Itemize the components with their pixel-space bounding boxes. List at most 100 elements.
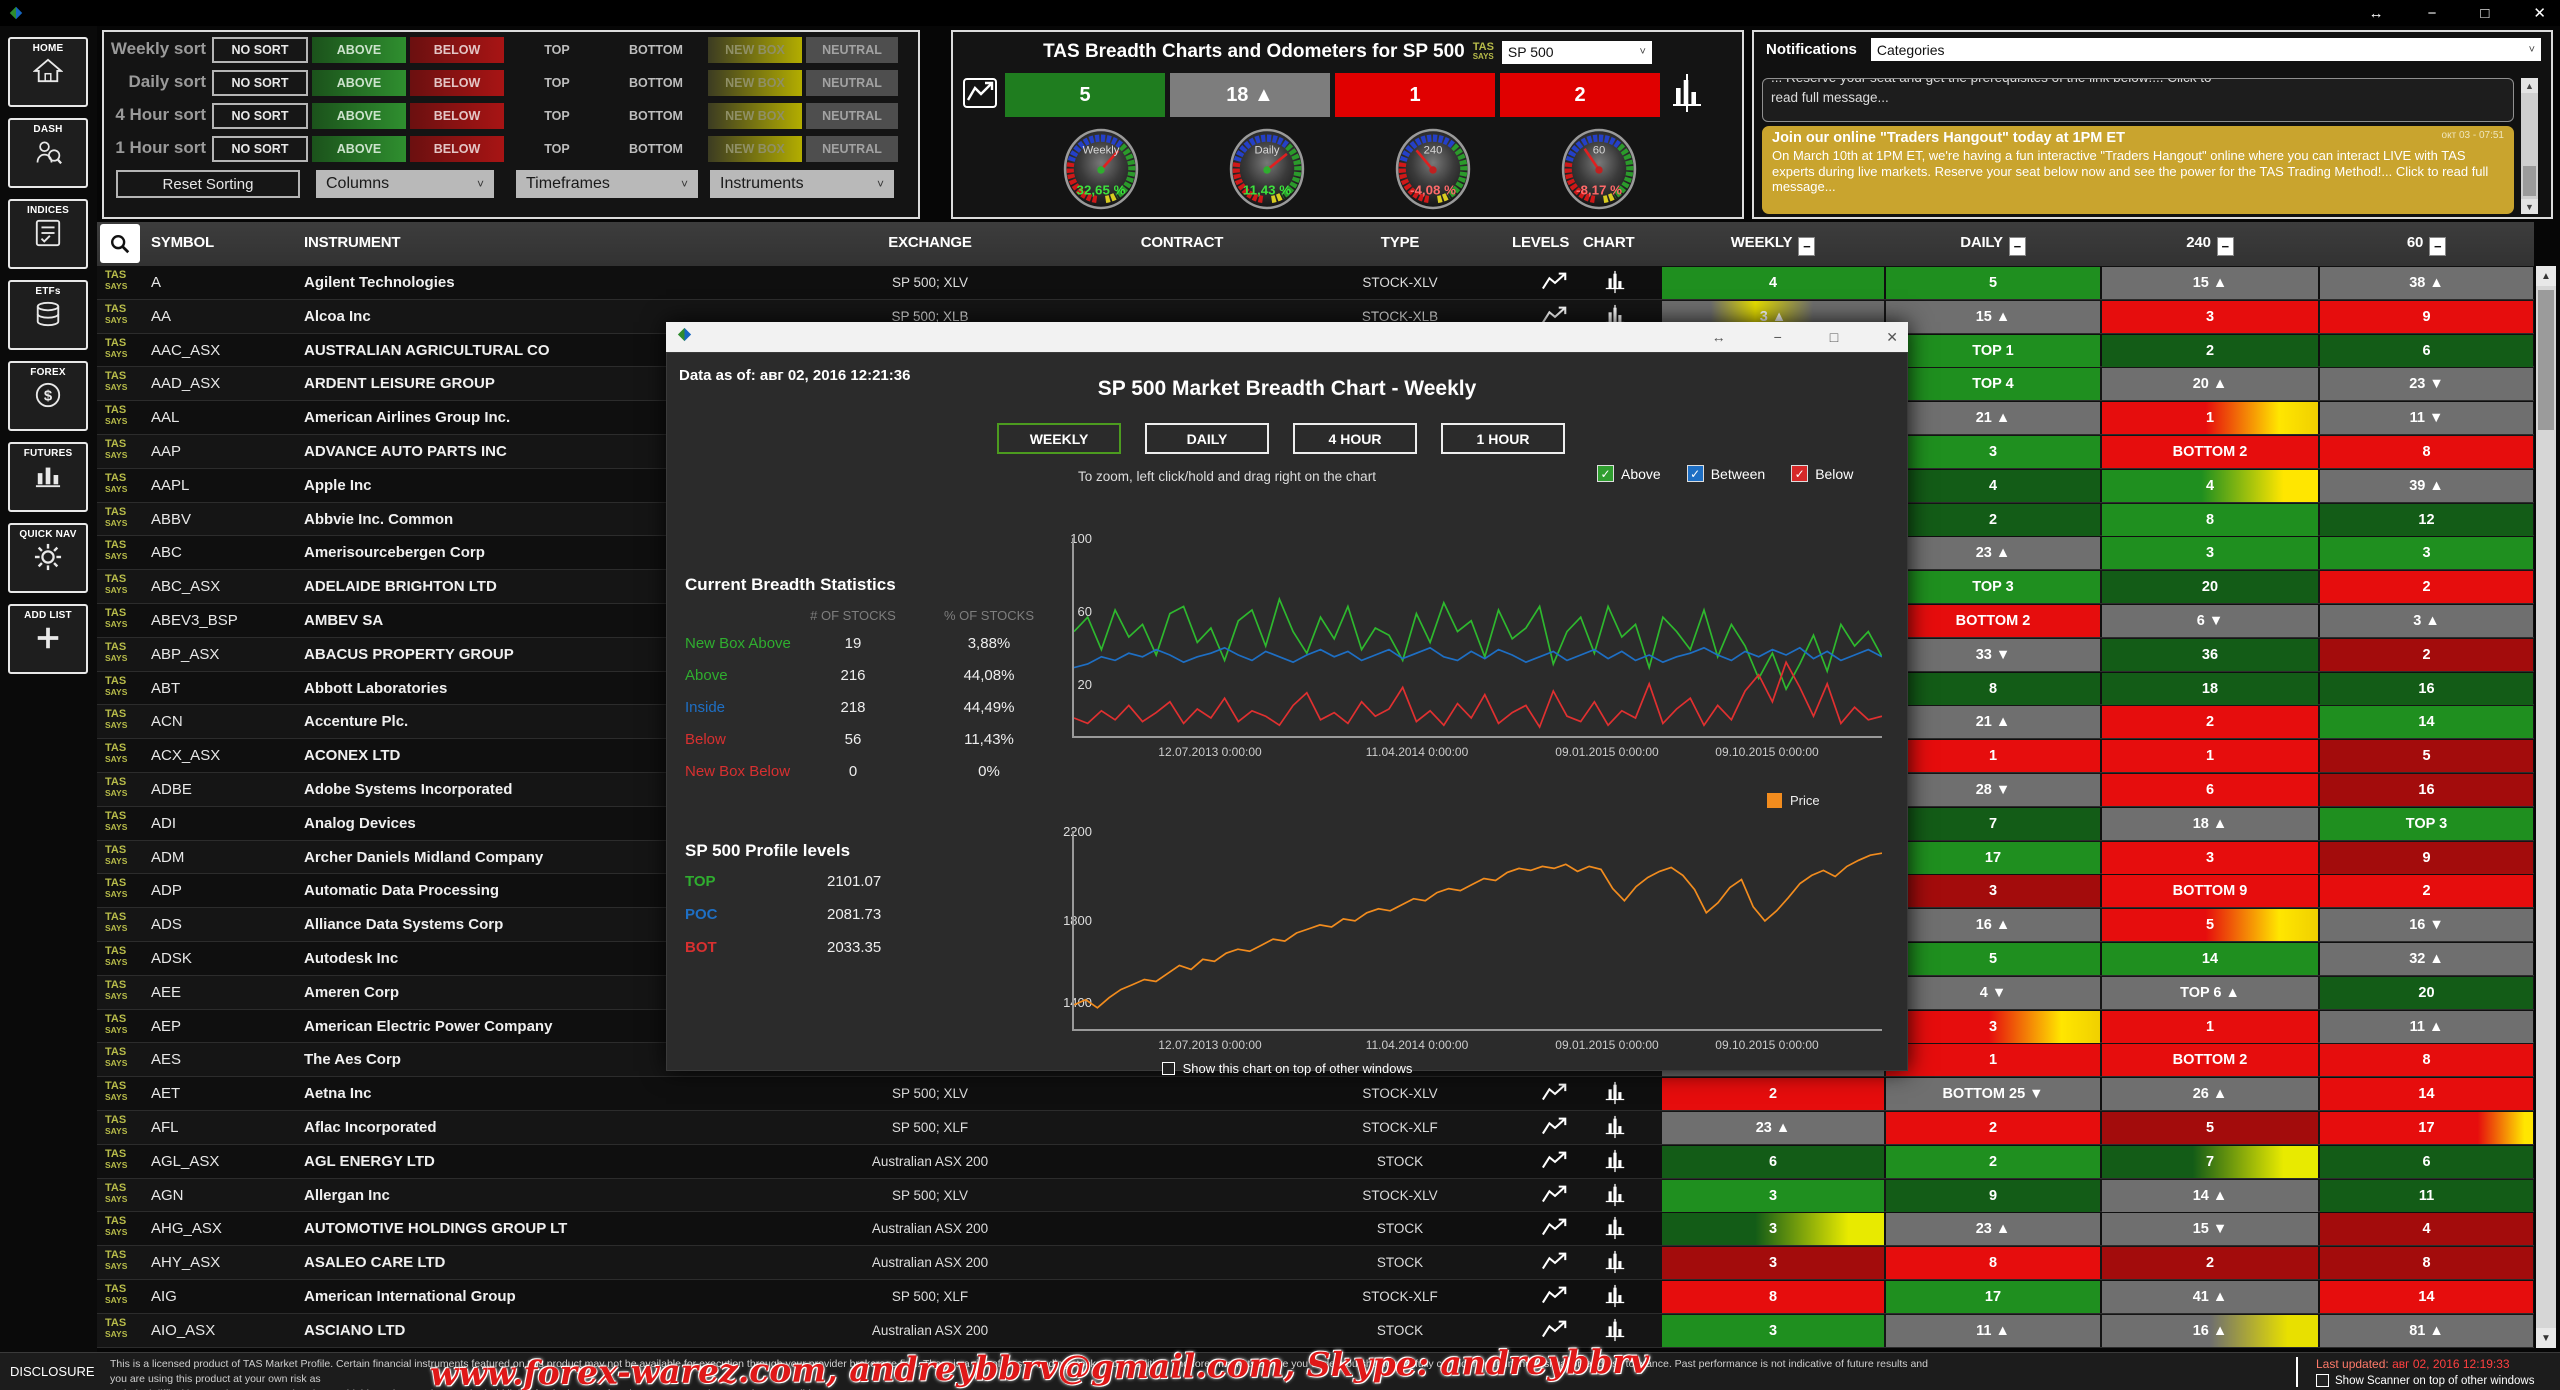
bottom-sort-button[interactable]: BOTTOM xyxy=(629,43,683,57)
240-cell[interactable]: 15 ▲ xyxy=(2102,267,2318,299)
header-contract[interactable]: CONTRACT xyxy=(1140,234,1224,251)
240-cell[interactable]: 16 ▲ xyxy=(2102,1314,2318,1347)
breadth-count-bar[interactable]: 2 xyxy=(1500,73,1660,117)
scroll-down-icon[interactable]: ▼ xyxy=(2521,199,2538,214)
top-sort-button[interactable]: TOP xyxy=(544,142,570,156)
60-cell[interactable]: 16 xyxy=(2320,672,2533,705)
sidebar-item[interactable]: QUICK NAV xyxy=(8,523,88,593)
weekly-cell[interactable]: 3 xyxy=(1662,1179,1884,1212)
dialog-minimize-icon[interactable]: − xyxy=(1773,328,1782,345)
daily-cell[interactable]: 23 ▲ xyxy=(1886,537,2100,570)
neutral-sort-button[interactable]: NEUTRAL xyxy=(806,70,898,96)
collapse-column-icon[interactable]: − xyxy=(2008,237,2026,256)
table-row[interactable]: TAS SAYS AHG_ASX AUTOMOTIVE HOLDINGS GROU… xyxy=(97,1212,2534,1247)
240-cell[interactable]: 6 xyxy=(2102,773,2318,806)
odometer-gauge[interactable]: Weekly 32,65 % xyxy=(1062,124,1140,218)
table-row[interactable]: TAS SAYS AGL_ASX AGL ENERGY LTD Australia… xyxy=(97,1144,2534,1179)
sidebar-item[interactable]: HOME xyxy=(8,37,88,107)
daily-cell[interactable]: 4 ▼ xyxy=(1886,976,2100,1009)
240-cell[interactable]: 1 xyxy=(2102,740,2318,773)
240-cell[interactable]: 14 ▲ xyxy=(2102,1179,2318,1212)
reset-sorting-button[interactable]: Reset Sorting xyxy=(116,170,300,198)
bar-chart-icon[interactable] xyxy=(1603,1284,1627,1313)
daily-cell[interactable]: 3 xyxy=(1886,1010,2100,1043)
240-cell[interactable]: 36 xyxy=(2102,638,2318,671)
header-levels[interactable]: LEVELS xyxy=(1512,234,1570,251)
daily-cell[interactable]: 5 xyxy=(1886,942,2100,975)
60-cell[interactable]: TOP 3 xyxy=(2320,807,2533,840)
60-cell[interactable]: 6 xyxy=(2320,1145,2533,1178)
header-chart[interactable]: CHART xyxy=(1583,234,1635,251)
breadth-count-bar[interactable]: 1 xyxy=(1335,73,1495,117)
60-cell[interactable]: 16 xyxy=(2320,773,2533,806)
table-row[interactable]: TAS SAYS AIG American International Group… xyxy=(97,1279,2534,1314)
scroll-up-icon[interactable]: ▲ xyxy=(2536,266,2556,286)
collapse-column-icon[interactable]: − xyxy=(1798,237,1816,256)
levels-chart-icon[interactable] xyxy=(1541,1216,1569,1245)
60-cell[interactable]: 16 ▼ xyxy=(2320,909,2533,942)
odometer-gauge[interactable]: 60 -8,17 % xyxy=(1560,124,1638,218)
60-cell[interactable]: 20 xyxy=(2320,976,2533,1009)
daily-cell[interactable]: 11 ▲ xyxy=(1886,1314,2100,1347)
timeframes-dropdown[interactable]: Timeframes ˅ xyxy=(516,170,698,198)
weekly-cell[interactable]: 3 xyxy=(1662,1247,1884,1280)
bar-chart-icon[interactable] xyxy=(1603,1250,1627,1279)
daily-cell[interactable]: TOP 1 xyxy=(1886,334,2100,367)
dialog-titlebar[interactable]: ↔ − □ ✕ xyxy=(666,322,1908,352)
daily-cell[interactable]: 15 ▲ xyxy=(1886,300,2100,333)
daily-cell[interactable]: 17 xyxy=(1886,841,2100,874)
bar-chart-icon[interactable] xyxy=(1603,1115,1627,1144)
levels-chart-icon[interactable] xyxy=(1541,304,1569,333)
daily-cell[interactable]: 8 xyxy=(1886,1247,2100,1280)
bar-chart-icon[interactable] xyxy=(1603,1318,1627,1347)
top-sort-button[interactable]: TOP xyxy=(544,43,570,57)
240-cell[interactable]: 26 ▲ xyxy=(2102,1078,2318,1111)
odometer-gauge[interactable]: 240 -4,08 % xyxy=(1394,124,1472,218)
60-cell[interactable]: 11 xyxy=(2320,1179,2533,1212)
breadth-count-bar[interactable]: 18 ▲ xyxy=(1170,73,1330,117)
collapse-column-icon[interactable]: − xyxy=(2216,237,2234,256)
series-checkbox[interactable]: ✓ Below xyxy=(1791,465,1853,482)
checkbox-checked-icon[interactable]: ✓ xyxy=(1597,465,1614,482)
levels-chart-icon[interactable] xyxy=(1541,1183,1569,1212)
sidebar-item[interactable]: ADD LIST xyxy=(8,604,88,674)
60-cell[interactable]: 14 xyxy=(2320,1078,2533,1111)
bottom-sort-button[interactable]: BOTTOM xyxy=(629,76,683,90)
240-cell[interactable]: 1 xyxy=(2102,402,2318,435)
daily-cell[interactable]: 3 xyxy=(1886,435,2100,468)
sidebar-item[interactable]: DASH xyxy=(8,118,88,188)
scroll-up-icon[interactable]: ▲ xyxy=(2521,78,2538,93)
daily-cell[interactable]: 8 xyxy=(1886,672,2100,705)
new-box-sort-button[interactable]: NEW BOX xyxy=(708,70,802,96)
header-daily[interactable]: DAILY − xyxy=(1886,234,2100,256)
240-cell[interactable]: 2 xyxy=(2102,1247,2318,1280)
breadth-count-bar[interactable]: 5 xyxy=(1005,73,1165,117)
window-maximize-icon[interactable]: □ xyxy=(2480,4,2490,22)
header-60[interactable]: 60− xyxy=(2320,234,2533,256)
levels-chart-icon[interactable] xyxy=(1541,1115,1569,1144)
60-cell[interactable]: 6 xyxy=(2320,334,2533,367)
bar-chart-icon[interactable] xyxy=(1603,1216,1627,1245)
scroll-down-icon[interactable]: ▼ xyxy=(2536,1328,2556,1348)
timeframe-button[interactable]: WEEKLY xyxy=(997,423,1121,454)
60-cell[interactable]: 38 ▲ xyxy=(2320,267,2533,299)
60-cell[interactable]: 4 xyxy=(2320,1213,2533,1246)
weekly-cell[interactable]: 8 xyxy=(1662,1280,1884,1313)
chart-ontop-option[interactable]: Show this chart on top of other windows xyxy=(667,1061,1907,1076)
240-cell[interactable]: 15 ▼ xyxy=(2102,1213,2318,1246)
daily-cell[interactable]: 3 xyxy=(1886,875,2100,908)
neutral-sort-button[interactable]: NEUTRAL xyxy=(806,136,898,162)
weekly-cell[interactable]: 23 ▲ xyxy=(1662,1111,1884,1144)
checkbox-unchecked-icon[interactable] xyxy=(2316,1374,2329,1387)
60-cell[interactable]: 9 xyxy=(2320,300,2533,333)
below-sort-button[interactable]: BELOW xyxy=(410,37,504,63)
60-cell[interactable]: 14 xyxy=(2320,706,2533,739)
240-cell[interactable]: 2 xyxy=(2102,706,2318,739)
levels-chart-icon[interactable] xyxy=(1541,1250,1569,1279)
instruments-dropdown[interactable]: Instruments ˅ xyxy=(710,170,894,198)
240-cell[interactable]: 8 xyxy=(2102,503,2318,536)
price-line-chart[interactable] xyxy=(1072,831,1883,1031)
60-cell[interactable]: 8 xyxy=(2320,435,2533,468)
neutral-sort-button[interactable]: NEUTRAL xyxy=(806,103,898,129)
daily-cell[interactable]: 33 ▼ xyxy=(1886,638,2100,671)
